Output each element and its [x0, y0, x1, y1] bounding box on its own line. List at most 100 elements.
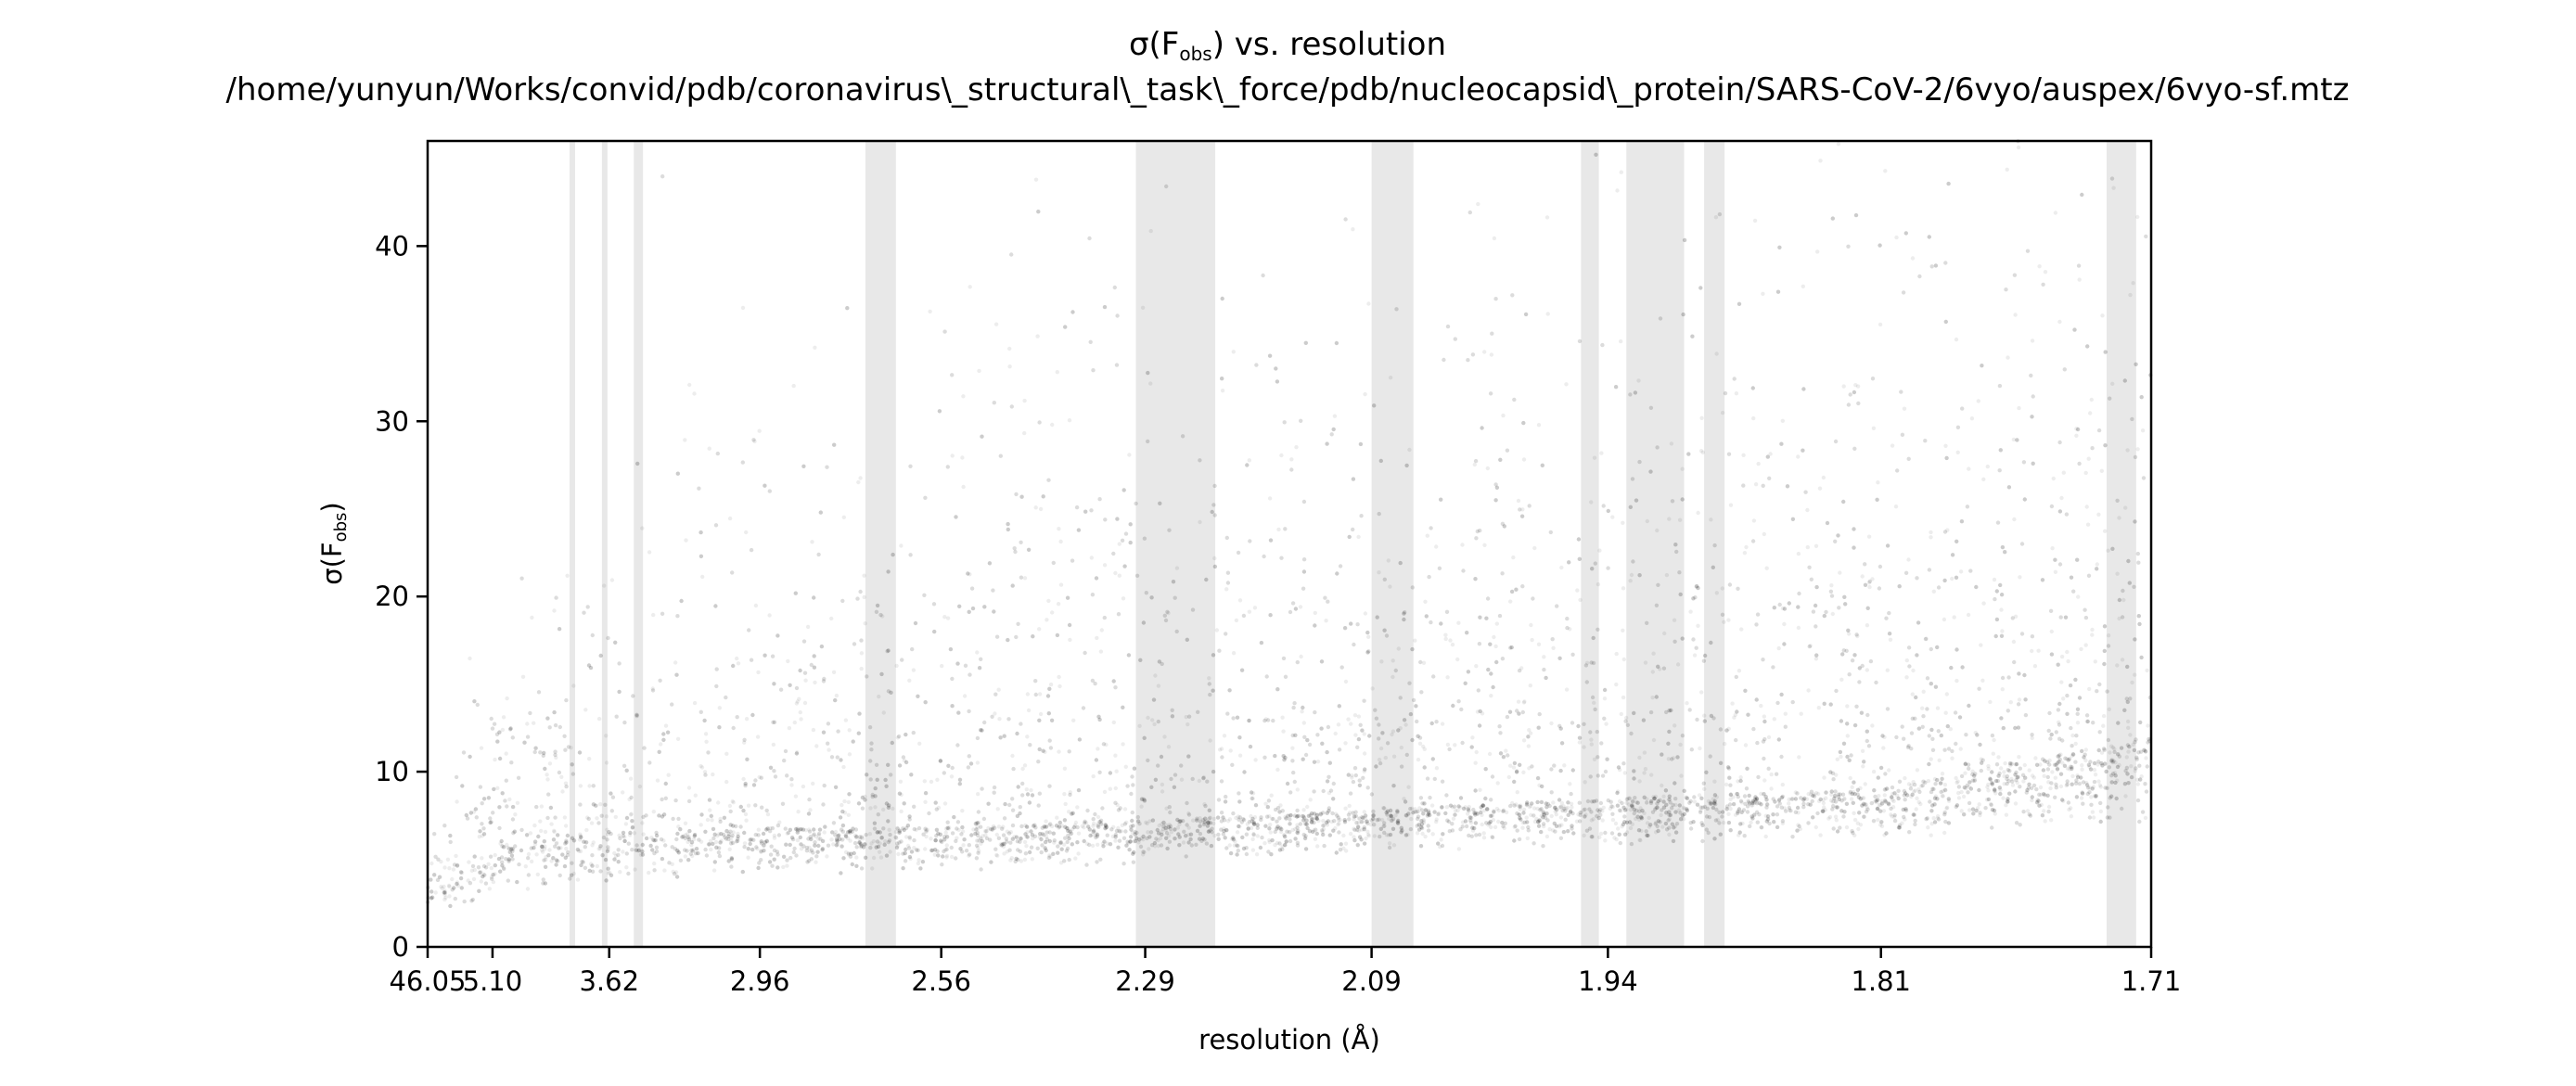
data-point	[1779, 441, 1784, 446]
data-point	[1553, 809, 1557, 814]
data-point	[2080, 767, 2084, 772]
data-point	[1370, 813, 1376, 818]
data-point	[1350, 775, 1354, 780]
data-point	[604, 814, 609, 819]
data-point	[1759, 802, 1763, 807]
data-point	[562, 863, 568, 869]
data-point	[1712, 793, 1718, 798]
data-point	[1935, 814, 1941, 819]
data-point	[692, 391, 697, 396]
data-point	[2002, 782, 2006, 786]
data-point	[707, 842, 711, 847]
data-point	[1808, 644, 1813, 648]
data-point	[1408, 711, 1414, 717]
data-point	[890, 740, 894, 746]
data-point	[1104, 824, 1109, 830]
data-point	[1992, 737, 1996, 743]
data-point	[525, 722, 530, 726]
data-point	[1840, 652, 1845, 657]
data-point	[1206, 829, 1211, 834]
data-point	[1366, 301, 1371, 306]
data-point	[1839, 754, 1843, 760]
data-point	[528, 831, 533, 836]
data-point	[1823, 808, 1827, 812]
data-point	[1489, 671, 1493, 676]
data-point	[1787, 797, 1791, 802]
data-point	[2137, 621, 2142, 627]
data-point	[1692, 799, 1698, 804]
data-point	[2025, 809, 2031, 813]
data-point	[1564, 382, 1569, 387]
data-point	[1896, 796, 1901, 801]
data-point	[1890, 798, 1895, 802]
data-point	[1395, 810, 1400, 814]
data-point	[1521, 738, 1527, 743]
data-point	[1749, 814, 1754, 819]
data-point	[1910, 692, 1915, 696]
data-point	[1842, 810, 1847, 814]
data-point	[551, 837, 557, 842]
data-point	[1421, 819, 1427, 824]
data-point	[2145, 668, 2149, 673]
data-point	[477, 835, 481, 839]
data-point	[1277, 848, 1283, 852]
data-point	[2116, 752, 2121, 757]
data-point	[932, 852, 937, 857]
data-point	[1669, 441, 1674, 446]
data-point	[1600, 809, 1605, 813]
data-point	[1225, 819, 1231, 824]
data-point	[1204, 819, 1210, 824]
data-point	[2125, 719, 2131, 724]
data-point	[1829, 789, 1834, 794]
data-point	[1738, 775, 1743, 780]
data-point	[489, 865, 493, 871]
data-point	[1068, 637, 1072, 643]
data-point	[1043, 749, 1047, 754]
data-point	[1171, 580, 1176, 584]
data-point	[1044, 819, 1048, 824]
data-point	[1902, 406, 1907, 411]
data-point	[1235, 852, 1239, 857]
data-point	[540, 850, 545, 854]
data-point	[2053, 782, 2058, 786]
data-point	[1798, 826, 1803, 832]
data-point	[1672, 723, 1677, 728]
data-point	[1565, 805, 1570, 810]
data-point	[1163, 827, 1169, 833]
data-point	[1166, 610, 1171, 616]
data-point	[1885, 668, 1890, 672]
data-point	[1352, 826, 1356, 831]
data-point	[604, 760, 609, 765]
data-point	[683, 833, 688, 837]
data-point	[1347, 534, 1352, 540]
data-point	[1619, 711, 1624, 717]
data-point	[1549, 813, 1554, 819]
data-point	[1728, 806, 1733, 811]
data-point	[809, 837, 814, 842]
chart-title: σ(Fobs) vs. resolution	[1129, 26, 1446, 65]
data-point	[1805, 544, 1811, 550]
data-point	[1901, 807, 1905, 812]
data-point	[1009, 856, 1015, 861]
data-point	[1388, 376, 1393, 380]
data-point	[871, 838, 877, 844]
data-point	[1589, 835, 1595, 839]
data-point	[1544, 805, 1549, 810]
data-point	[558, 846, 563, 850]
data-point	[1247, 458, 1252, 463]
data-point	[1147, 819, 1152, 824]
data-point	[1564, 687, 1570, 692]
data-point	[1742, 551, 1748, 556]
data-point	[1044, 848, 1048, 853]
data-point	[1805, 507, 1810, 513]
data-point	[1429, 803, 1435, 808]
data-point	[582, 839, 586, 844]
data-point	[1845, 722, 1850, 726]
data-point	[1068, 790, 1073, 795]
data-point	[1894, 235, 1899, 240]
data-point	[1909, 794, 1914, 799]
data-point	[1558, 768, 1563, 773]
data-point	[706, 842, 711, 847]
data-point	[1680, 813, 1685, 818]
data-point	[923, 847, 928, 851]
